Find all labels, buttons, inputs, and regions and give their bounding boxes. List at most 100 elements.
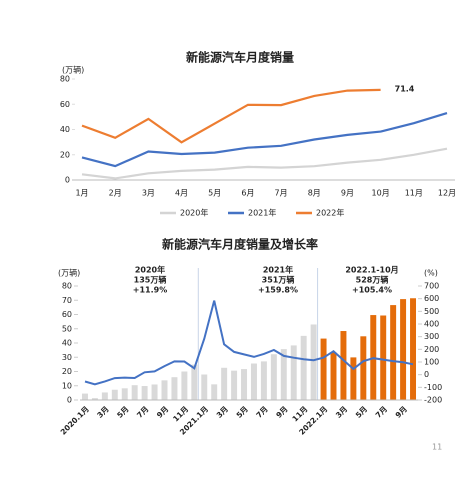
bar [101, 392, 108, 400]
bar [181, 371, 188, 400]
bar [191, 364, 198, 400]
bar [141, 386, 148, 400]
legend-label: 2022年 [316, 208, 344, 218]
y-axis-label: (万辆) [58, 268, 80, 278]
y2-axis-label: (%) [424, 269, 438, 278]
bar [300, 335, 307, 400]
annotation: +159.8% [258, 286, 298, 295]
y2-tick-label: 300 [424, 332, 439, 341]
y-tick-label: 80 [60, 75, 70, 84]
bar [151, 384, 158, 400]
annotation: 135万辆 [134, 275, 167, 285]
x-tick-label: 7月 [254, 404, 269, 419]
bar [280, 349, 287, 400]
y2-tick-label: 700 [424, 282, 439, 291]
y-tick-label: 20 [60, 150, 70, 159]
chart-title: 新能源汽车月度销量 [186, 50, 294, 65]
x-tick-label: 12月 [438, 189, 456, 198]
y2-tick-label: 100 [424, 358, 439, 367]
y-tick-label: 0 [67, 396, 72, 405]
y2-tick-label: -100 [424, 383, 442, 392]
x-tick-label: 7月 [374, 404, 389, 419]
bar [91, 398, 98, 400]
bar [231, 370, 238, 400]
x-tick-label: 8月 [308, 189, 321, 198]
bar [410, 298, 417, 400]
y-tick-label: 70 [62, 296, 72, 305]
y-tick-label: 10 [62, 381, 72, 390]
x-tick-label: 5月 [354, 404, 369, 419]
annotation: 528万辆 [356, 275, 389, 285]
y-tick-label: 0 [65, 176, 70, 185]
x-tick-label: 6月 [241, 189, 254, 198]
bar [201, 374, 208, 400]
y-tick-label: 80 [62, 282, 72, 291]
page-number: 11 [432, 443, 442, 452]
bar [121, 388, 128, 400]
bar [400, 299, 407, 400]
annotation: 2022.1-10月 [345, 266, 398, 275]
x-tick-label: 7月 [135, 404, 150, 419]
bar [221, 367, 228, 400]
series-line [81, 112, 448, 168]
chart-title: 新能源汽车月度销量及增长率 [162, 237, 318, 252]
series-line [81, 147, 448, 180]
bar [161, 380, 168, 400]
x-tick-label: 9月 [274, 404, 289, 419]
legend-label: 2021年 [248, 208, 276, 218]
x-tick-label: 10月 [372, 189, 390, 198]
annotation: +105.4% [352, 286, 392, 295]
bar [241, 369, 248, 400]
x-tick-label: 9月 [155, 404, 170, 419]
series-line [84, 300, 414, 386]
x-tick-label: 4月 [175, 189, 188, 198]
legend-label: 2020年 [180, 208, 208, 218]
y2-tick-label: 500 [424, 307, 439, 316]
bar [270, 354, 277, 400]
y-tick-label: 60 [60, 100, 70, 109]
y2-tick-label: 200 [424, 345, 439, 354]
y-tick-label: 20 [62, 367, 72, 376]
bar [330, 352, 337, 400]
bar [111, 389, 118, 400]
y2-tick-label: 400 [424, 320, 439, 329]
x-tick-label: 9月 [341, 189, 354, 198]
annotation: 2020年 [135, 265, 165, 275]
annotation: +11.9% [133, 286, 167, 295]
bar [350, 357, 357, 400]
annotation: 351万辆 [262, 275, 295, 285]
bar [81, 393, 88, 400]
bar [310, 324, 317, 400]
y-tick-label: 60 [62, 310, 72, 319]
bar [290, 345, 297, 400]
y2-tick-label: 600 [424, 294, 439, 303]
x-tick-label: 3月 [334, 404, 349, 419]
x-tick-label: 9月 [394, 404, 409, 419]
y-tick-label: 40 [60, 125, 70, 134]
bar [380, 315, 387, 400]
x-tick-label: 5月 [115, 404, 130, 419]
bar [390, 305, 397, 400]
bar [171, 377, 178, 400]
x-tick-label: 3月 [142, 189, 155, 198]
y-tick-label: 30 [62, 353, 72, 362]
bar [211, 384, 218, 400]
x-tick-label: 2020.1月 [59, 404, 91, 436]
bar [131, 385, 138, 400]
bar [250, 363, 257, 400]
y-tick-label: 50 [62, 324, 72, 333]
annotation: 2021年 [263, 265, 293, 275]
y2-tick-label: 0 [424, 370, 429, 379]
series-line [81, 88, 381, 144]
x-tick-label: 3月 [95, 404, 110, 419]
x-tick-label: 1月 [75, 189, 88, 198]
x-tick-label: 11月 [405, 189, 423, 198]
data-label: 71.4 [395, 84, 415, 93]
x-tick-label: 5月 [235, 404, 250, 419]
x-tick-label: 2月 [109, 189, 122, 198]
y-axis-label: (万辆) [62, 65, 84, 75]
bar [320, 338, 327, 400]
bar [260, 361, 267, 400]
y2-tick-label: -200 [424, 396, 442, 405]
